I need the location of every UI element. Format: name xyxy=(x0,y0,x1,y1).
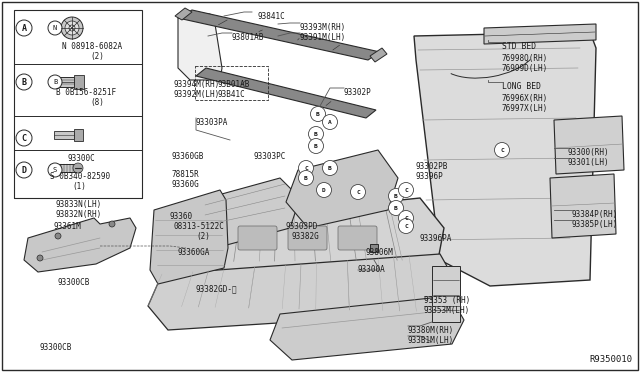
Polygon shape xyxy=(150,190,228,284)
Text: D: D xyxy=(322,187,326,192)
Text: S: S xyxy=(53,167,57,173)
Text: 93382GD-①: 93382GD-① xyxy=(196,284,237,293)
Circle shape xyxy=(388,189,403,203)
Circle shape xyxy=(48,163,62,177)
Polygon shape xyxy=(286,150,398,228)
Text: B: B xyxy=(304,176,308,180)
Text: C: C xyxy=(304,166,308,170)
Circle shape xyxy=(109,221,115,227)
Text: C: C xyxy=(356,189,360,195)
Text: A: A xyxy=(22,23,26,32)
Circle shape xyxy=(323,160,337,176)
Text: 93385P(LH): 93385P(LH) xyxy=(572,220,618,229)
Text: C: C xyxy=(500,148,504,153)
Text: 93391M(LH): 93391M(LH) xyxy=(300,33,346,42)
Circle shape xyxy=(308,138,323,154)
Text: N 08918-6082A: N 08918-6082A xyxy=(62,42,122,51)
Polygon shape xyxy=(50,164,76,172)
Circle shape xyxy=(73,163,83,173)
Text: 93300A: 93300A xyxy=(358,265,386,274)
Text: 93841C: 93841C xyxy=(258,12,285,21)
Text: 93360G: 93360G xyxy=(172,180,200,189)
Text: 93396PA: 93396PA xyxy=(420,234,452,243)
Polygon shape xyxy=(270,296,464,360)
Text: 78815R: 78815R xyxy=(172,170,200,179)
Text: 93B01AB: 93B01AB xyxy=(218,80,250,89)
Text: STD BED: STD BED xyxy=(502,42,536,51)
Text: B: B xyxy=(316,112,320,116)
Text: 93396P: 93396P xyxy=(416,172,444,181)
Text: B: B xyxy=(314,131,318,137)
Text: 93832N(RH): 93832N(RH) xyxy=(56,210,102,219)
Text: 93353M(LH): 93353M(LH) xyxy=(424,306,470,315)
Circle shape xyxy=(61,17,83,39)
Circle shape xyxy=(37,255,43,261)
FancyBboxPatch shape xyxy=(74,129,83,141)
Text: 93392M(LH): 93392M(LH) xyxy=(174,90,220,99)
Text: B: B xyxy=(394,193,398,199)
Polygon shape xyxy=(370,48,387,62)
Text: S 0B340-82590: S 0B340-82590 xyxy=(50,172,110,181)
Text: 93382G: 93382G xyxy=(292,232,320,241)
FancyBboxPatch shape xyxy=(74,75,84,89)
Text: 93393M(RH): 93393M(RH) xyxy=(300,23,346,32)
Text: 76996X(RH): 76996X(RH) xyxy=(502,94,548,103)
Circle shape xyxy=(69,25,75,31)
Text: C: C xyxy=(22,134,26,142)
Text: 93380M(RH): 93380M(RH) xyxy=(408,326,454,335)
FancyBboxPatch shape xyxy=(338,226,377,250)
Text: C: C xyxy=(404,224,408,228)
Text: 93301(LH): 93301(LH) xyxy=(568,158,610,167)
Polygon shape xyxy=(484,24,596,44)
Polygon shape xyxy=(148,254,456,330)
Circle shape xyxy=(388,201,403,215)
FancyBboxPatch shape xyxy=(432,266,460,322)
Polygon shape xyxy=(178,10,380,60)
Text: 93360: 93360 xyxy=(170,212,193,221)
Text: B 0B156-8251F: B 0B156-8251F xyxy=(56,88,116,97)
Text: R9350010: R9350010 xyxy=(589,355,632,364)
Circle shape xyxy=(323,115,337,129)
Text: 76999D(LH): 76999D(LH) xyxy=(502,64,548,73)
Text: (8): (8) xyxy=(90,98,104,107)
Polygon shape xyxy=(196,68,376,118)
FancyBboxPatch shape xyxy=(14,10,142,198)
Circle shape xyxy=(298,170,314,186)
Text: C: C xyxy=(404,215,408,221)
Polygon shape xyxy=(178,14,222,80)
Text: B: B xyxy=(394,205,398,211)
Circle shape xyxy=(351,185,365,199)
Circle shape xyxy=(16,162,32,178)
FancyBboxPatch shape xyxy=(238,226,277,250)
Text: 93801AB: 93801AB xyxy=(232,33,264,42)
Text: LONG BED: LONG BED xyxy=(502,82,541,91)
Text: A: A xyxy=(328,119,332,125)
Circle shape xyxy=(495,142,509,157)
Text: B: B xyxy=(328,166,332,170)
Text: 93300(RH): 93300(RH) xyxy=(568,148,610,157)
FancyBboxPatch shape xyxy=(54,131,74,139)
Polygon shape xyxy=(50,77,74,87)
Circle shape xyxy=(308,126,323,141)
Text: 93303PD: 93303PD xyxy=(286,222,318,231)
Text: B: B xyxy=(314,144,318,148)
Text: 93360GB: 93360GB xyxy=(172,152,204,161)
Text: 93394M(RH): 93394M(RH) xyxy=(174,80,220,89)
Circle shape xyxy=(16,130,32,146)
Text: B: B xyxy=(53,79,57,85)
Polygon shape xyxy=(24,218,136,272)
Text: N: N xyxy=(53,25,57,31)
Circle shape xyxy=(16,74,32,90)
Polygon shape xyxy=(554,116,624,174)
Text: 93384P(RH): 93384P(RH) xyxy=(572,210,618,219)
Circle shape xyxy=(55,233,61,239)
Polygon shape xyxy=(550,174,616,238)
Circle shape xyxy=(399,218,413,234)
Text: 93361M: 93361M xyxy=(54,222,82,231)
Polygon shape xyxy=(175,8,192,20)
Text: D: D xyxy=(22,166,26,174)
Text: 93300CB: 93300CB xyxy=(40,343,72,352)
Polygon shape xyxy=(190,178,300,250)
FancyBboxPatch shape xyxy=(370,244,378,252)
